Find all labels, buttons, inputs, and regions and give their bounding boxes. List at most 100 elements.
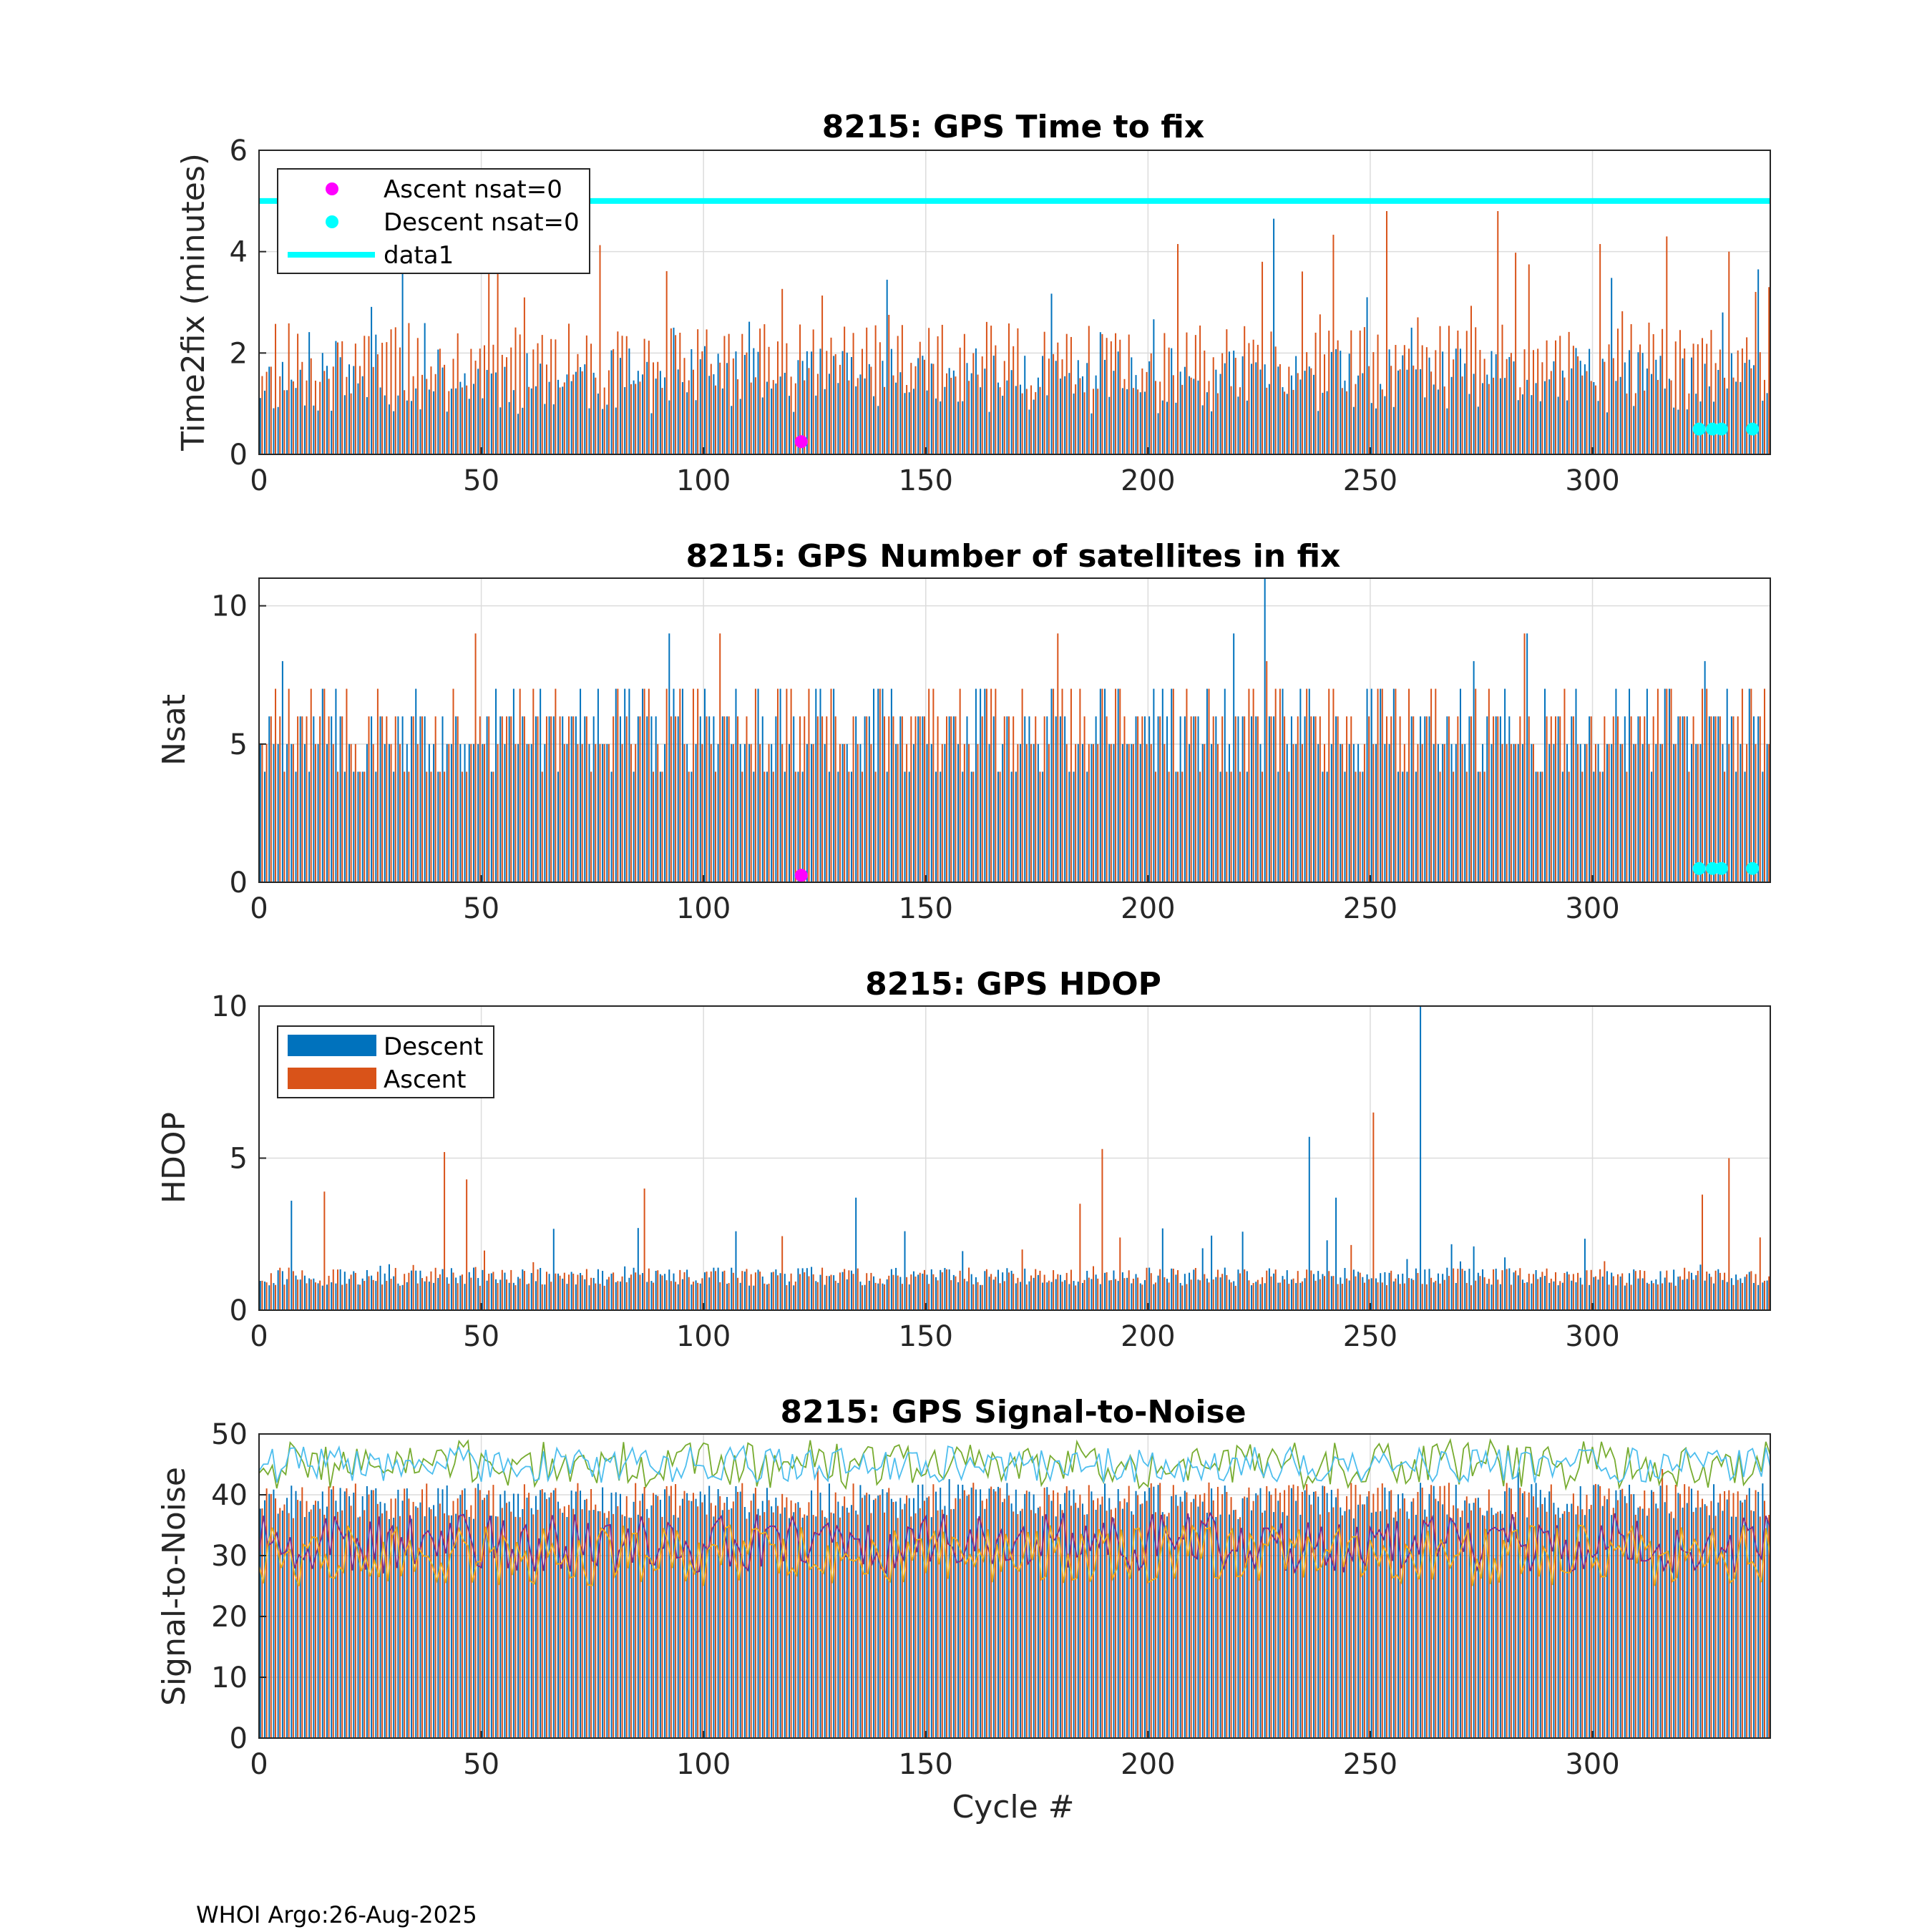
descent-bar [1268, 384, 1270, 454]
descent-bar [1473, 374, 1475, 454]
ascent-bar [1257, 1495, 1259, 1738]
y-tick-label: 0 [230, 867, 248, 899]
ascent-bar [608, 1277, 610, 1310]
ascent-bar [1163, 1277, 1166, 1310]
ascent-bar [857, 378, 859, 454]
descent-bar [1539, 771, 1541, 882]
ascent-bar [292, 1271, 294, 1310]
descent-bar [1326, 1240, 1328, 1310]
descent-bar [1629, 1484, 1631, 1738]
ascent-bar [399, 347, 401, 454]
descent-bar [313, 405, 315, 454]
descent-bar [1437, 1273, 1439, 1310]
ascent-bar [1346, 1278, 1348, 1310]
ascent-bar [794, 771, 796, 882]
ascent-bar [675, 1282, 677, 1310]
descent-bar [1370, 1512, 1372, 1738]
descent-bar [1121, 743, 1123, 882]
descent-bar [882, 361, 884, 454]
ascent-bar [937, 716, 939, 882]
ascent-bar [715, 1271, 716, 1310]
descent-bar [1477, 1498, 1479, 1738]
x-tick-label: 0 [250, 464, 268, 497]
descent-bar [1126, 743, 1128, 882]
descent-bar [437, 349, 439, 454]
ascent-bar [461, 387, 463, 454]
ascent-bar [1266, 1270, 1268, 1310]
descent-bar [1197, 1506, 1199, 1738]
ascent-bar [946, 1515, 948, 1738]
ascent-bar [1244, 716, 1246, 882]
ascent-bar [519, 334, 521, 454]
ascent-bar [1732, 1493, 1735, 1738]
ascent-bar [532, 1514, 535, 1738]
descent-bar [544, 1284, 546, 1310]
descent-bar [1615, 1285, 1617, 1310]
ascent-bar [328, 379, 330, 454]
ascent-bar [737, 379, 739, 454]
ascent-bar [750, 1274, 752, 1310]
ascent-bar [1763, 379, 1765, 454]
ascent-bar [1328, 688, 1330, 882]
ascent-bar [914, 1513, 917, 1738]
descent-bar [1641, 1278, 1644, 1310]
ascent-bar [1599, 1269, 1601, 1310]
ascent-bar [292, 1518, 294, 1738]
ascent-bar [946, 1269, 948, 1310]
x-tick-label: 200 [1121, 892, 1175, 925]
ascent-bar [697, 1506, 699, 1738]
ascent-bar [1035, 716, 1037, 882]
descent-bar [984, 369, 986, 454]
descent-bar [1455, 743, 1457, 882]
ascent-bar [1457, 330, 1459, 454]
ascent-bar [279, 376, 281, 454]
ascent-bar [1003, 1281, 1005, 1310]
descent-bar [504, 743, 506, 882]
descent-bar [1348, 353, 1350, 454]
ascent-bar [1519, 1488, 1521, 1738]
ascent-bar [884, 386, 886, 454]
descent-bar [1237, 1269, 1239, 1310]
descent-bar [371, 1490, 373, 1738]
ascent-bar [750, 1501, 752, 1738]
ascent-bar [1634, 743, 1636, 882]
descent-bar [1548, 379, 1551, 454]
ascent-bar [1515, 1511, 1517, 1738]
descent-bar [1370, 688, 1372, 882]
descent-bar [873, 1500, 875, 1738]
descent-bar [1179, 1282, 1181, 1310]
ascent-bar [1221, 1274, 1224, 1310]
descent-bar [281, 660, 283, 882]
descent-bar [562, 386, 564, 454]
descent-bar [295, 1491, 297, 1738]
ascent-bar [1172, 1269, 1174, 1310]
ascent-bar [448, 743, 450, 882]
descent-bar [1521, 1279, 1523, 1310]
descent-bar [1757, 1491, 1760, 1738]
ascent-bar [608, 743, 610, 882]
ascent-bar [830, 1274, 832, 1310]
descent-bar [1201, 743, 1204, 882]
descent-bar [366, 743, 368, 882]
descent-bar [371, 306, 373, 454]
descent-bar [966, 363, 968, 454]
ascent-bar [1670, 1511, 1672, 1738]
descent-bar [655, 1494, 657, 1738]
descent-bar [1357, 1272, 1360, 1310]
ascent-bar [1604, 1261, 1606, 1310]
ascent-bar [1017, 743, 1019, 882]
ascent-bar [812, 329, 814, 454]
descent-bar [268, 1493, 270, 1738]
ascent-bar [914, 1276, 917, 1310]
ascent-bar [1417, 743, 1419, 882]
descent-bar [1766, 743, 1768, 882]
ascent-bar [492, 1272, 494, 1310]
descent-bar [739, 743, 741, 882]
descent-bar [1446, 1267, 1448, 1310]
ascent-bar [1493, 716, 1495, 882]
descent-bar [824, 743, 826, 882]
descent-bar [1740, 381, 1742, 454]
ascent-bar [466, 385, 468, 454]
descent-bar [1646, 369, 1648, 454]
ascent-bar [1212, 1279, 1214, 1310]
